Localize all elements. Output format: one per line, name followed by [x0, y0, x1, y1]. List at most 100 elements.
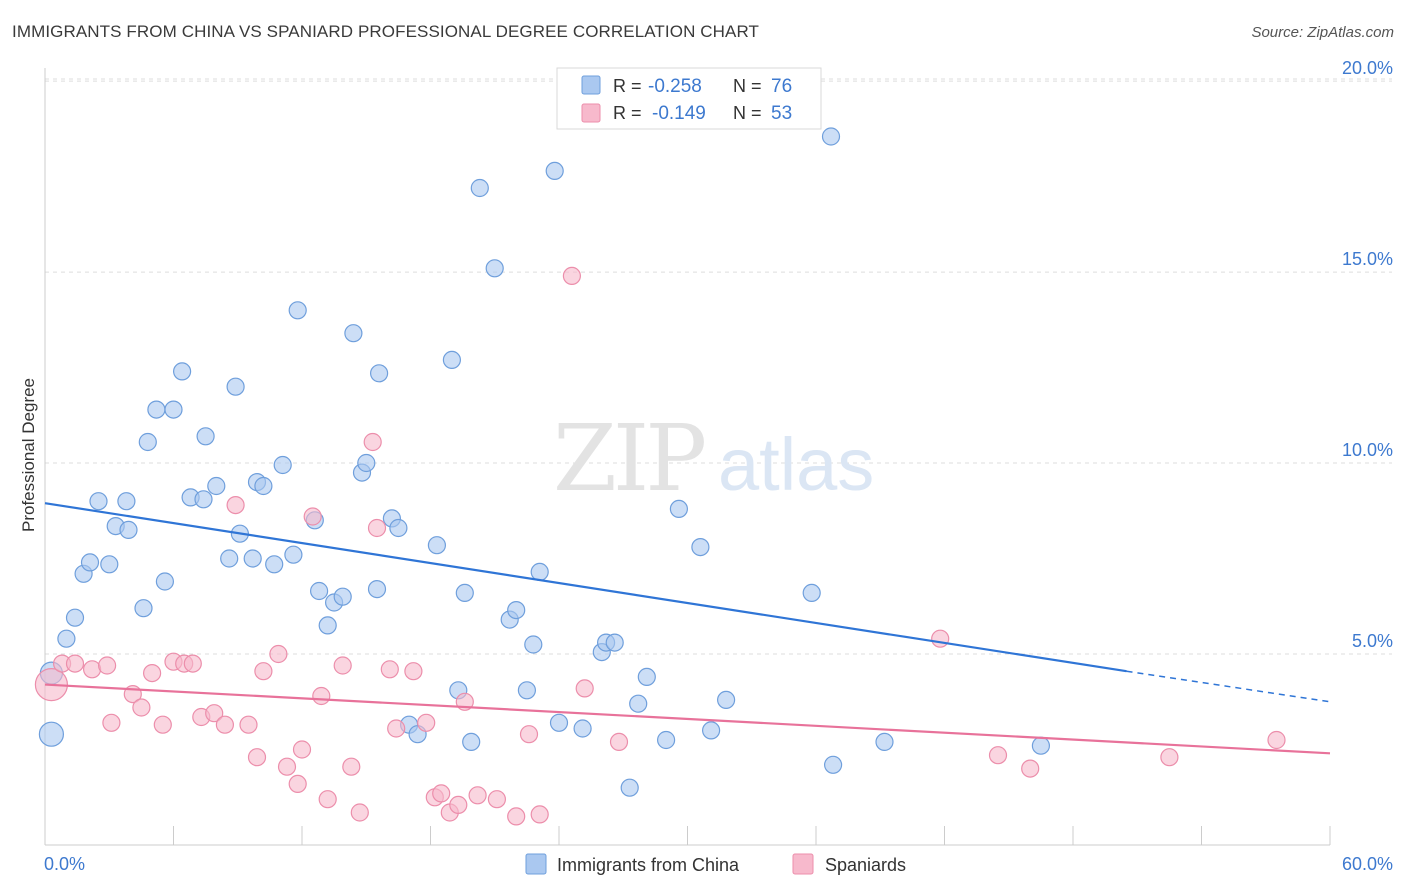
- watermark-zip: ZIP: [553, 405, 704, 512]
- series-legend: Immigrants from China Spaniards: [525, 853, 906, 875]
- spaniard-point: [931, 629, 950, 648]
- spaniard-point: [153, 715, 172, 734]
- china-point: [1031, 736, 1051, 755]
- stats-china-r-label: R =: [613, 76, 642, 96]
- china-point: [821, 127, 841, 146]
- spaniard-point: [432, 784, 451, 803]
- china-point: [802, 583, 821, 603]
- spaniard-point: [292, 740, 312, 759]
- china-point: [524, 635, 543, 654]
- spaniard-point: [380, 660, 399, 679]
- china-point: [134, 599, 153, 618]
- china-point: [273, 455, 292, 475]
- spaniard-trend-line: [44, 683, 1331, 755]
- china-point: [370, 364, 389, 383]
- china-point: [89, 492, 108, 511]
- spaniard-point: [132, 698, 151, 717]
- spaniard-point: [254, 662, 273, 681]
- china-point: [455, 583, 474, 603]
- spaniard-point: [247, 748, 267, 767]
- y-axis-label: Professional Degree: [19, 378, 38, 532]
- spaniard-point: [609, 732, 629, 752]
- legend-swatch-china: [581, 75, 601, 95]
- gridlines: [45, 78, 1392, 655]
- spaniard-point: [102, 713, 121, 732]
- spaniard-point: [350, 803, 369, 822]
- china-point: [669, 499, 689, 518]
- series-legend-swatch-china: [525, 853, 547, 875]
- stats-spain-n-value: 53: [771, 103, 792, 124]
- china-point: [656, 730, 676, 750]
- china-point: [138, 432, 157, 452]
- china-point: [545, 161, 564, 180]
- data-points: [34, 127, 1286, 826]
- china-point: [80, 553, 100, 572]
- spaniard-point: [183, 654, 202, 673]
- china-point: [38, 721, 65, 747]
- china-trend-line-extension: [1126, 670, 1331, 703]
- x-tick-label-end: 60.0%: [1342, 854, 1393, 874]
- y-tick-label: 20.0%: [1342, 58, 1393, 78]
- china-point: [333, 587, 352, 606]
- china-point: [875, 732, 894, 752]
- china-point: [57, 629, 76, 648]
- source-credit: Source: ZipAtlas.com: [1251, 24, 1394, 41]
- china-point: [284, 545, 303, 564]
- spaniard-point: [988, 746, 1008, 765]
- spaniard-point: [1160, 748, 1179, 767]
- spaniard-point: [575, 679, 594, 698]
- chart-title: IMMIGRANTS FROM CHINA VS SPANIARD PROFES…: [12, 22, 760, 41]
- china-point: [310, 581, 329, 601]
- china-point: [318, 616, 337, 635]
- china-point: [194, 490, 213, 509]
- china-point: [344, 324, 363, 343]
- china-point: [254, 476, 273, 496]
- watermark-atlas: atlas: [718, 423, 874, 506]
- series-legend-swatch-spaniards: [792, 853, 814, 875]
- y-tick-label: 15.0%: [1342, 249, 1393, 269]
- trend-lines: [44, 502, 1331, 755]
- y-tick-label: 5.0%: [1352, 631, 1393, 651]
- china-point: [605, 633, 624, 652]
- china-point: [701, 721, 721, 740]
- spaniard-point: [97, 656, 117, 675]
- china-point: [119, 520, 138, 540]
- china-point: [691, 537, 710, 557]
- china-point: [442, 350, 461, 369]
- spaniard-point: [82, 660, 102, 679]
- spaniard-point: [239, 715, 258, 734]
- stats-spain-r-label: R =: [613, 103, 642, 123]
- spaniard-point: [342, 757, 361, 776]
- spaniard-point: [1021, 759, 1040, 778]
- legend-swatch-spaniards: [581, 103, 601, 123]
- spaniard-point: [143, 663, 162, 683]
- spaniard-point: [562, 266, 582, 285]
- stats-legend: R = -0.258 N = 76 R = -0.149 N = 53: [556, 67, 822, 130]
- spaniard-point: [363, 432, 382, 452]
- series-legend-label-china: Immigrants from China: [557, 855, 740, 875]
- spaniard-point: [269, 644, 288, 664]
- stats-china-n-label: N =: [733, 76, 762, 96]
- china-point: [470, 178, 489, 198]
- china-point: [196, 427, 215, 446]
- china-point: [637, 667, 656, 687]
- spaniard-point: [387, 719, 406, 738]
- spaniard-point: [1267, 730, 1286, 750]
- china-point: [288, 301, 307, 320]
- china-point: [629, 694, 648, 713]
- stats-spain-n-label: N =: [733, 103, 762, 123]
- china-point: [220, 549, 239, 568]
- spaniard-point: [288, 774, 307, 794]
- china-point: [823, 755, 843, 774]
- china-point: [155, 572, 174, 591]
- spaniard-point: [303, 507, 322, 526]
- y-tick-label: 10.0%: [1342, 440, 1393, 460]
- china-point: [716, 690, 736, 710]
- china-point: [207, 476, 226, 496]
- series-legend-label-spaniards: Spaniards: [825, 855, 906, 875]
- spaniard-point: [417, 713, 436, 732]
- china-point: [117, 492, 136, 511]
- spaniard-point: [507, 807, 526, 826]
- china-point: [164, 400, 183, 419]
- stats-spain-r-value: -0.149: [652, 103, 706, 124]
